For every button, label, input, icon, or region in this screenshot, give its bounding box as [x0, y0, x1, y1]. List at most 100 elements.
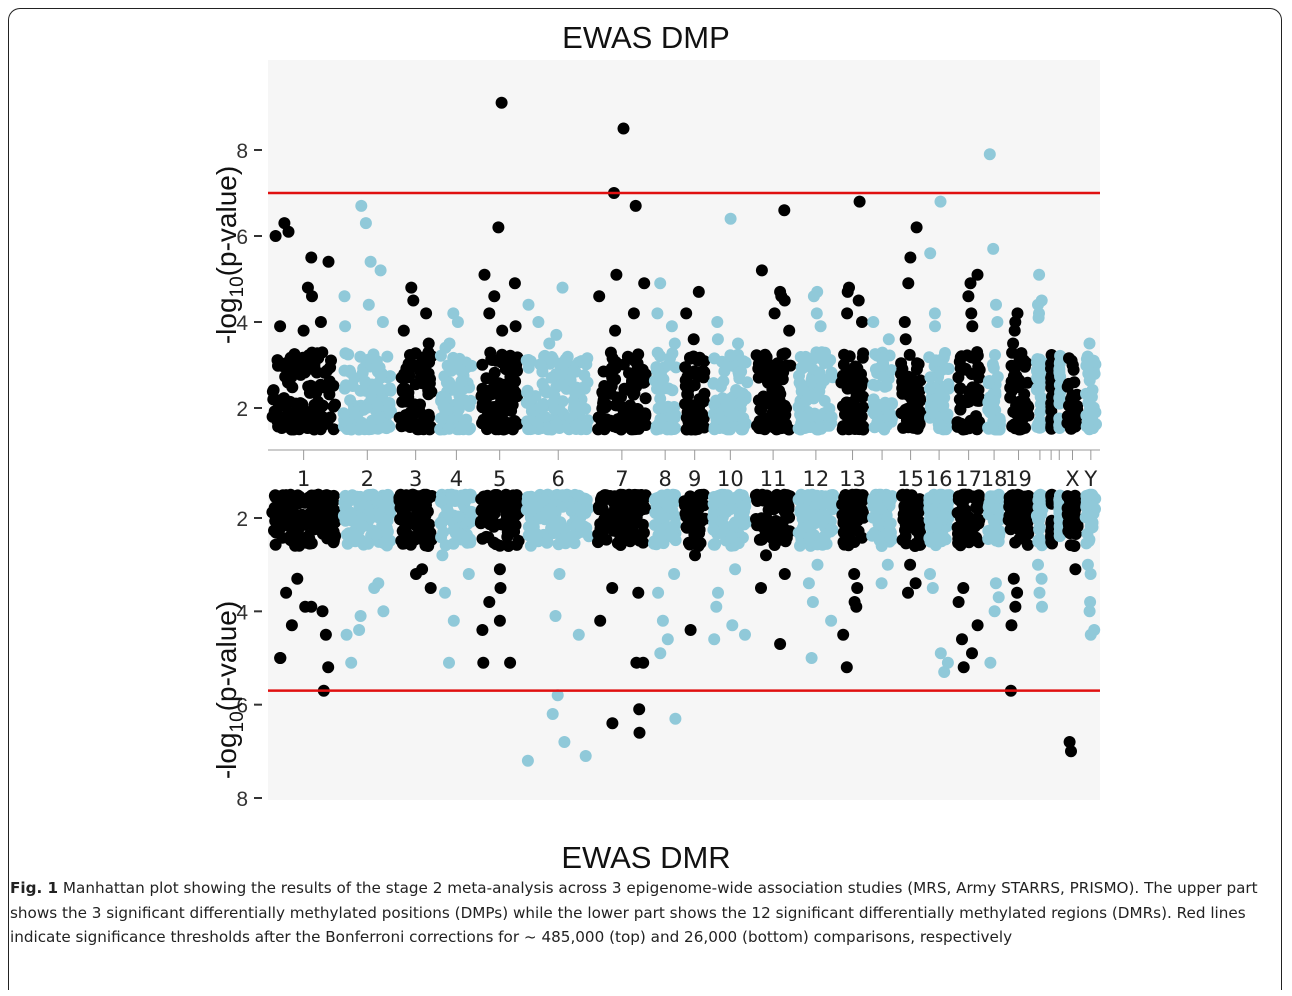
chart-point-background: [575, 382, 588, 395]
chart-point-background: [270, 410, 282, 423]
chart-point-background: [752, 371, 765, 384]
chart-point-background: [604, 491, 616, 504]
chart-point-background: [710, 413, 723, 426]
chart-point-chr-17: [962, 290, 975, 303]
caption-label: Fig. 1: [10, 879, 59, 897]
chart-point-chr-18: [989, 577, 1002, 590]
chart-point-chr-5: [495, 96, 508, 109]
chart-point-background: [664, 352, 676, 365]
chart-point-chr-2: [377, 605, 390, 618]
chart-point-chr-Y: [1083, 605, 1096, 618]
chart-point-background: [440, 376, 453, 389]
chromosome-label-16: 16: [926, 467, 953, 491]
chart-point-chr-10: [708, 633, 721, 646]
chart-point-background: [1032, 501, 1045, 514]
chart-point-background: [485, 353, 498, 365]
chart-point-chr-17: [965, 307, 978, 320]
chart-point-chr-1: [274, 652, 287, 664]
chart-point-background: [904, 492, 917, 505]
y-tick-label: 2: [236, 508, 248, 531]
chart-point-background: [912, 499, 925, 512]
chart-point-chr-15: [904, 251, 917, 264]
chart-point-background: [763, 491, 776, 504]
chromosome-label-18: 18: [981, 467, 1008, 491]
chart-point-background: [993, 414, 1006, 427]
y-tick-label: 4: [236, 601, 248, 624]
chart-point-background: [356, 520, 369, 532]
chart-point-background: [541, 536, 553, 549]
top-points-layer: [266, 96, 1102, 436]
chart-point-background: [895, 357, 908, 370]
chart-point-background: [808, 352, 821, 365]
chart-point-background: [440, 403, 453, 416]
chart-point-background: [878, 400, 891, 413]
chart-point-background: [857, 347, 870, 360]
chart-point-background: [954, 403, 967, 416]
chart-point-chr-1: [301, 281, 314, 294]
chart-point-background: [597, 397, 610, 410]
chart-point-background: [843, 532, 856, 545]
chart-point-background: [530, 527, 543, 540]
chart-point-chr-17: [964, 277, 977, 290]
chart-point-chr-5: [504, 656, 517, 669]
chart-point-chr-6: [522, 298, 535, 311]
chart-point-background: [662, 382, 675, 395]
chart-point-chr-10: [726, 619, 739, 632]
chart-point-background: [867, 378, 880, 391]
chart-point-background: [1031, 420, 1044, 433]
chart-point-chr-19: [1007, 572, 1020, 585]
chart-point-chr-17: [956, 633, 968, 646]
chart-point-background: [835, 376, 848, 389]
chart-point-background: [955, 505, 968, 518]
chart-point-chr-4: [439, 341, 452, 354]
chart-point-chr-17: [966, 647, 978, 660]
chart-point-chr-16: [929, 320, 941, 333]
chart-point-background: [325, 354, 337, 367]
chart-point-chr-Y: [1082, 367, 1095, 380]
chart-point-background: [484, 492, 497, 505]
chart-point-background: [900, 504, 913, 516]
chart-point-background: [972, 494, 985, 507]
chart-point-background: [281, 409, 294, 422]
chart-point-background: [269, 489, 282, 502]
chart-point-chr-6: [550, 328, 563, 341]
chart-point-background: [895, 368, 907, 381]
chart-point-background: [729, 516, 742, 529]
chart-point-background: [1031, 372, 1044, 385]
chart-point-background: [447, 351, 460, 364]
chart-point-chr-16: [938, 666, 951, 678]
chart-point-background: [799, 354, 811, 367]
chart-point-chr-16: [924, 247, 937, 260]
chart-point-background: [418, 410, 431, 423]
chart-point-background: [347, 406, 360, 419]
chart-point-background: [503, 390, 516, 403]
chart-point-background: [657, 373, 670, 386]
chart-point-background: [383, 397, 396, 409]
chart-point-chr-7: [610, 268, 623, 281]
chart-point-chr-3: [416, 563, 429, 576]
chart-point-background: [490, 385, 503, 398]
chart-point-background: [1006, 491, 1019, 504]
chart-point-background: [1021, 516, 1034, 529]
chart-point-background: [269, 508, 281, 521]
chart-point-background: [631, 357, 644, 370]
chart-point-background: [935, 488, 948, 501]
chart-point-background: [751, 494, 764, 506]
chart-point-background: [662, 421, 675, 434]
chart-point-background: [354, 350, 367, 363]
chart-point-chr-1: [319, 628, 332, 641]
chart-point-background: [286, 362, 299, 375]
chart-point-background: [984, 490, 997, 503]
chart-point-background: [826, 489, 839, 502]
chart-point-chr-7: [633, 703, 646, 716]
chart-point-chr-X: [1069, 563, 1082, 576]
chart-point-chr-14: [867, 316, 880, 328]
chromosome-label-7: 7: [615, 467, 628, 491]
chart-point-background: [497, 423, 510, 436]
chart-point-background: [614, 415, 627, 428]
chart-point-chr-18: [987, 242, 1000, 255]
chart-point-background: [557, 489, 570, 502]
chart-point-background: [289, 494, 302, 506]
chart-point-background: [937, 399, 950, 412]
chart-point-background: [450, 527, 463, 540]
